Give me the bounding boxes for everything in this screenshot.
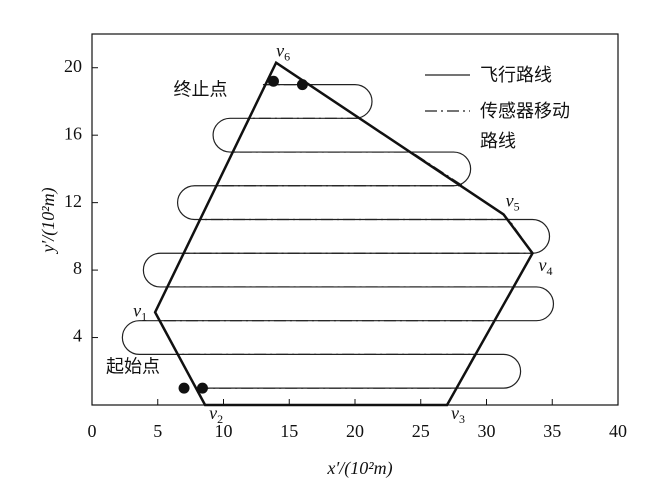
marker-label: 起始点 (106, 356, 160, 376)
vertex-label-sub: 2 (217, 412, 223, 426)
vertex-label: v5 (506, 191, 520, 214)
legend-label: 飞行路线 (480, 65, 552, 85)
x-tick-label: 35 (543, 421, 561, 441)
vertex-label-sub: 3 (459, 412, 465, 426)
x-tick-label: 5 (153, 421, 162, 441)
x-tick-label: 30 (478, 421, 496, 441)
vertex-label-main: v (133, 300, 141, 320)
series-line (158, 83, 534, 389)
boundary (153, 60, 535, 407)
vertex-label-sub: 6 (284, 49, 290, 63)
series-line (121, 83, 555, 389)
x-tick-label: 25 (412, 421, 430, 441)
y-axis-label: y′/(10²m) (38, 187, 59, 254)
vertex-label-main: v (506, 191, 514, 211)
vertex-label-main: v (451, 403, 459, 423)
marker-point (296, 79, 308, 91)
legend-label: 传感器移动路线 (480, 101, 570, 151)
y-tick-label: 20 (64, 56, 82, 76)
vertex-label: v1 (133, 300, 147, 323)
vertex-label-main: v (276, 41, 284, 61)
vertex-label: v4 (539, 255, 553, 278)
y-tick-label: 4 (73, 326, 82, 346)
x-tick-label: 20 (346, 421, 364, 441)
vertex-label: v6 (276, 41, 290, 64)
vertex-label-main: v (209, 403, 217, 423)
marker-point (196, 382, 208, 394)
x-tick-label: 10 (215, 421, 233, 441)
vertex-label-sub: 5 (514, 199, 520, 213)
marker-point (178, 382, 190, 394)
marker-label: 终止点 (173, 79, 227, 99)
vertex-label-main: v (539, 255, 547, 275)
x-tick-label: 40 (609, 421, 627, 441)
x-tick-label: 15 (280, 421, 298, 441)
x-tick-label: 0 (88, 421, 97, 441)
y-tick-label: 16 (64, 123, 82, 143)
vertex-label: v2 (209, 403, 223, 426)
marker-point (267, 75, 279, 87)
y-tick-label: 12 (64, 191, 82, 211)
y-tick-label: 8 (73, 258, 82, 278)
vertex-label: v3 (451, 403, 465, 426)
vertex-label-sub: 4 (547, 264, 553, 278)
x-axis-label: x′/(10²m) (326, 458, 392, 479)
vertex-label-sub: 1 (141, 309, 147, 323)
